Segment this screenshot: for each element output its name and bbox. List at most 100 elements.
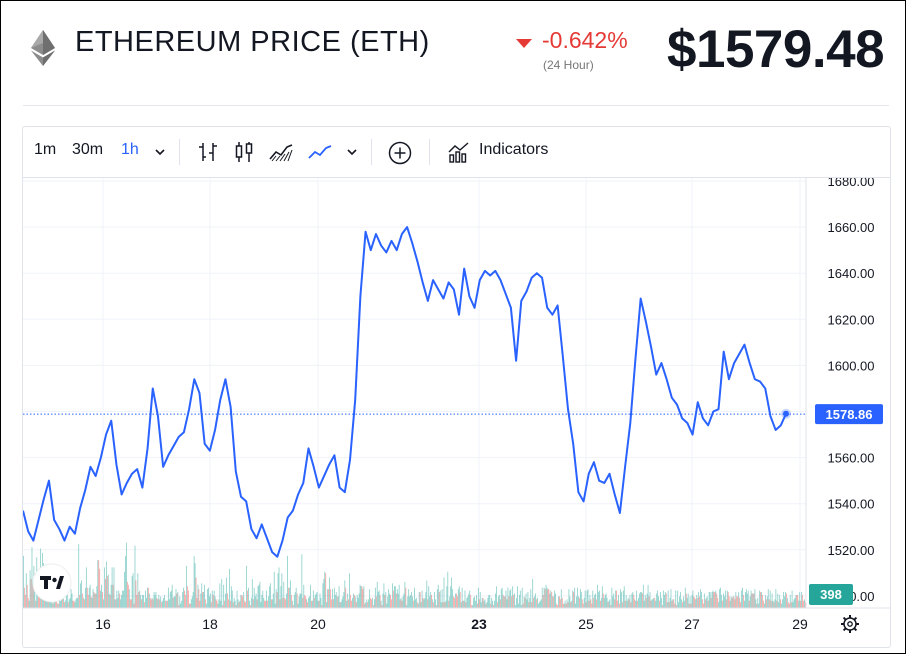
volume-bar — [441, 589, 443, 608]
volume-bar — [543, 587, 545, 608]
y-axis-label: 1520.00 — [828, 543, 875, 558]
volume-bar — [525, 593, 527, 608]
candlestick-icon[interactable] — [232, 140, 256, 164]
volume-bar — [278, 567, 280, 608]
volume-bar — [479, 592, 481, 608]
volume-bar — [347, 593, 349, 608]
volume-bar — [463, 600, 465, 608]
price-header: ETHEREUM PRICE (ETH) -0.642% (24 Hour) $… — [1, 1, 905, 105]
interval-30m-button[interactable]: 30m — [72, 141, 104, 158]
volume-bar — [72, 600, 74, 608]
volume-bar — [189, 603, 191, 608]
volume-bar — [80, 583, 82, 608]
volume-bar — [239, 600, 241, 608]
volume-bar — [657, 590, 659, 608]
line-chart-icon[interactable] — [307, 140, 333, 164]
volume-bar — [626, 600, 628, 608]
y-axis-label: 1680.00 — [828, 178, 875, 189]
interval-1m-button[interactable]: 1m — [34, 141, 57, 158]
volume-bar — [100, 590, 102, 608]
volume-bar — [87, 594, 89, 608]
volume-bar — [452, 589, 453, 608]
volume-bar — [75, 599, 77, 608]
volume-bar — [647, 584, 649, 608]
volume-bar — [274, 603, 276, 608]
volume-bar — [173, 596, 175, 608]
volume-bar — [391, 599, 392, 608]
volume-bar — [676, 605, 678, 608]
volume-bar — [727, 592, 729, 608]
volume-bar — [434, 592, 435, 608]
volume-bar — [586, 590, 588, 608]
volume-bar — [280, 586, 282, 608]
volume-bar — [262, 590, 264, 608]
volume-bar — [184, 590, 185, 608]
volume-bar — [290, 580, 291, 608]
volume-bar — [446, 586, 448, 608]
volume-bar — [265, 600, 267, 608]
volume-bar — [333, 587, 335, 608]
volume-bar — [130, 599, 132, 608]
volume-bar — [71, 593, 73, 608]
volume-bar — [360, 586, 362, 608]
volume-bar — [633, 594, 635, 608]
volume-bar — [574, 587, 576, 608]
volume-bar — [588, 600, 590, 608]
volume-bar — [138, 592, 140, 608]
chart-settings-gear-icon[interactable] — [841, 615, 859, 633]
volume-bar — [59, 599, 61, 608]
interval-1h-button[interactable]: 1h — [121, 141, 139, 158]
volume-bar — [668, 602, 670, 608]
volume-bar — [502, 594, 504, 608]
volume-bar — [531, 602, 533, 608]
volume-bar — [196, 597, 198, 608]
volume-bar — [559, 599, 561, 608]
volume-bar — [504, 596, 506, 608]
volume-bar — [125, 555, 126, 608]
volume-bar — [169, 592, 171, 608]
area-chart-icon[interactable] — [268, 140, 294, 164]
indicators-button[interactable]: Indicators — [479, 141, 549, 158]
volume-bar — [762, 594, 763, 608]
volume-bar — [168, 599, 170, 608]
volume-bar — [683, 600, 685, 608]
volume-bar — [703, 593, 705, 608]
volume-bar — [526, 599, 528, 608]
volume-bar — [753, 593, 755, 608]
volume-bar — [523, 596, 525, 608]
volume-bar — [750, 590, 752, 608]
volume-bar — [212, 594, 214, 608]
volume-bar — [35, 600, 37, 608]
volume-bar — [253, 587, 255, 608]
volume-bar — [429, 596, 431, 608]
volume-bar — [254, 596, 256, 608]
volume-bar — [392, 583, 393, 608]
volume-bar — [373, 605, 374, 608]
volume-bar — [376, 581, 378, 608]
indicators-icon[interactable] — [447, 140, 471, 164]
volume-bar — [666, 602, 668, 608]
bar-chart-icon[interactable] — [196, 140, 220, 164]
volume-bar — [570, 602, 572, 608]
volume-bar — [298, 596, 300, 608]
volume-bar — [599, 590, 600, 608]
interval-dropdown-icon[interactable] — [153, 145, 167, 159]
tradingview-logo-icon[interactable] — [32, 563, 72, 603]
last-point-marker — [783, 410, 789, 417]
volume-bar — [311, 600, 312, 608]
volume-bar — [620, 592, 622, 608]
volume-bar — [717, 597, 719, 608]
volume-bar — [387, 596, 389, 608]
chart-type-dropdown-icon[interactable] — [345, 145, 359, 159]
volume-bar — [627, 597, 629, 608]
volume-bar — [785, 592, 786, 608]
volume-bar — [30, 579, 32, 608]
volume-bar — [590, 599, 592, 608]
volume-bar — [560, 589, 562, 608]
volume-bar — [499, 599, 501, 608]
volume-bar — [351, 600, 352, 608]
compare-add-icon[interactable] — [387, 140, 413, 166]
volume-bar — [89, 584, 91, 608]
volume-bar — [624, 600, 626, 608]
